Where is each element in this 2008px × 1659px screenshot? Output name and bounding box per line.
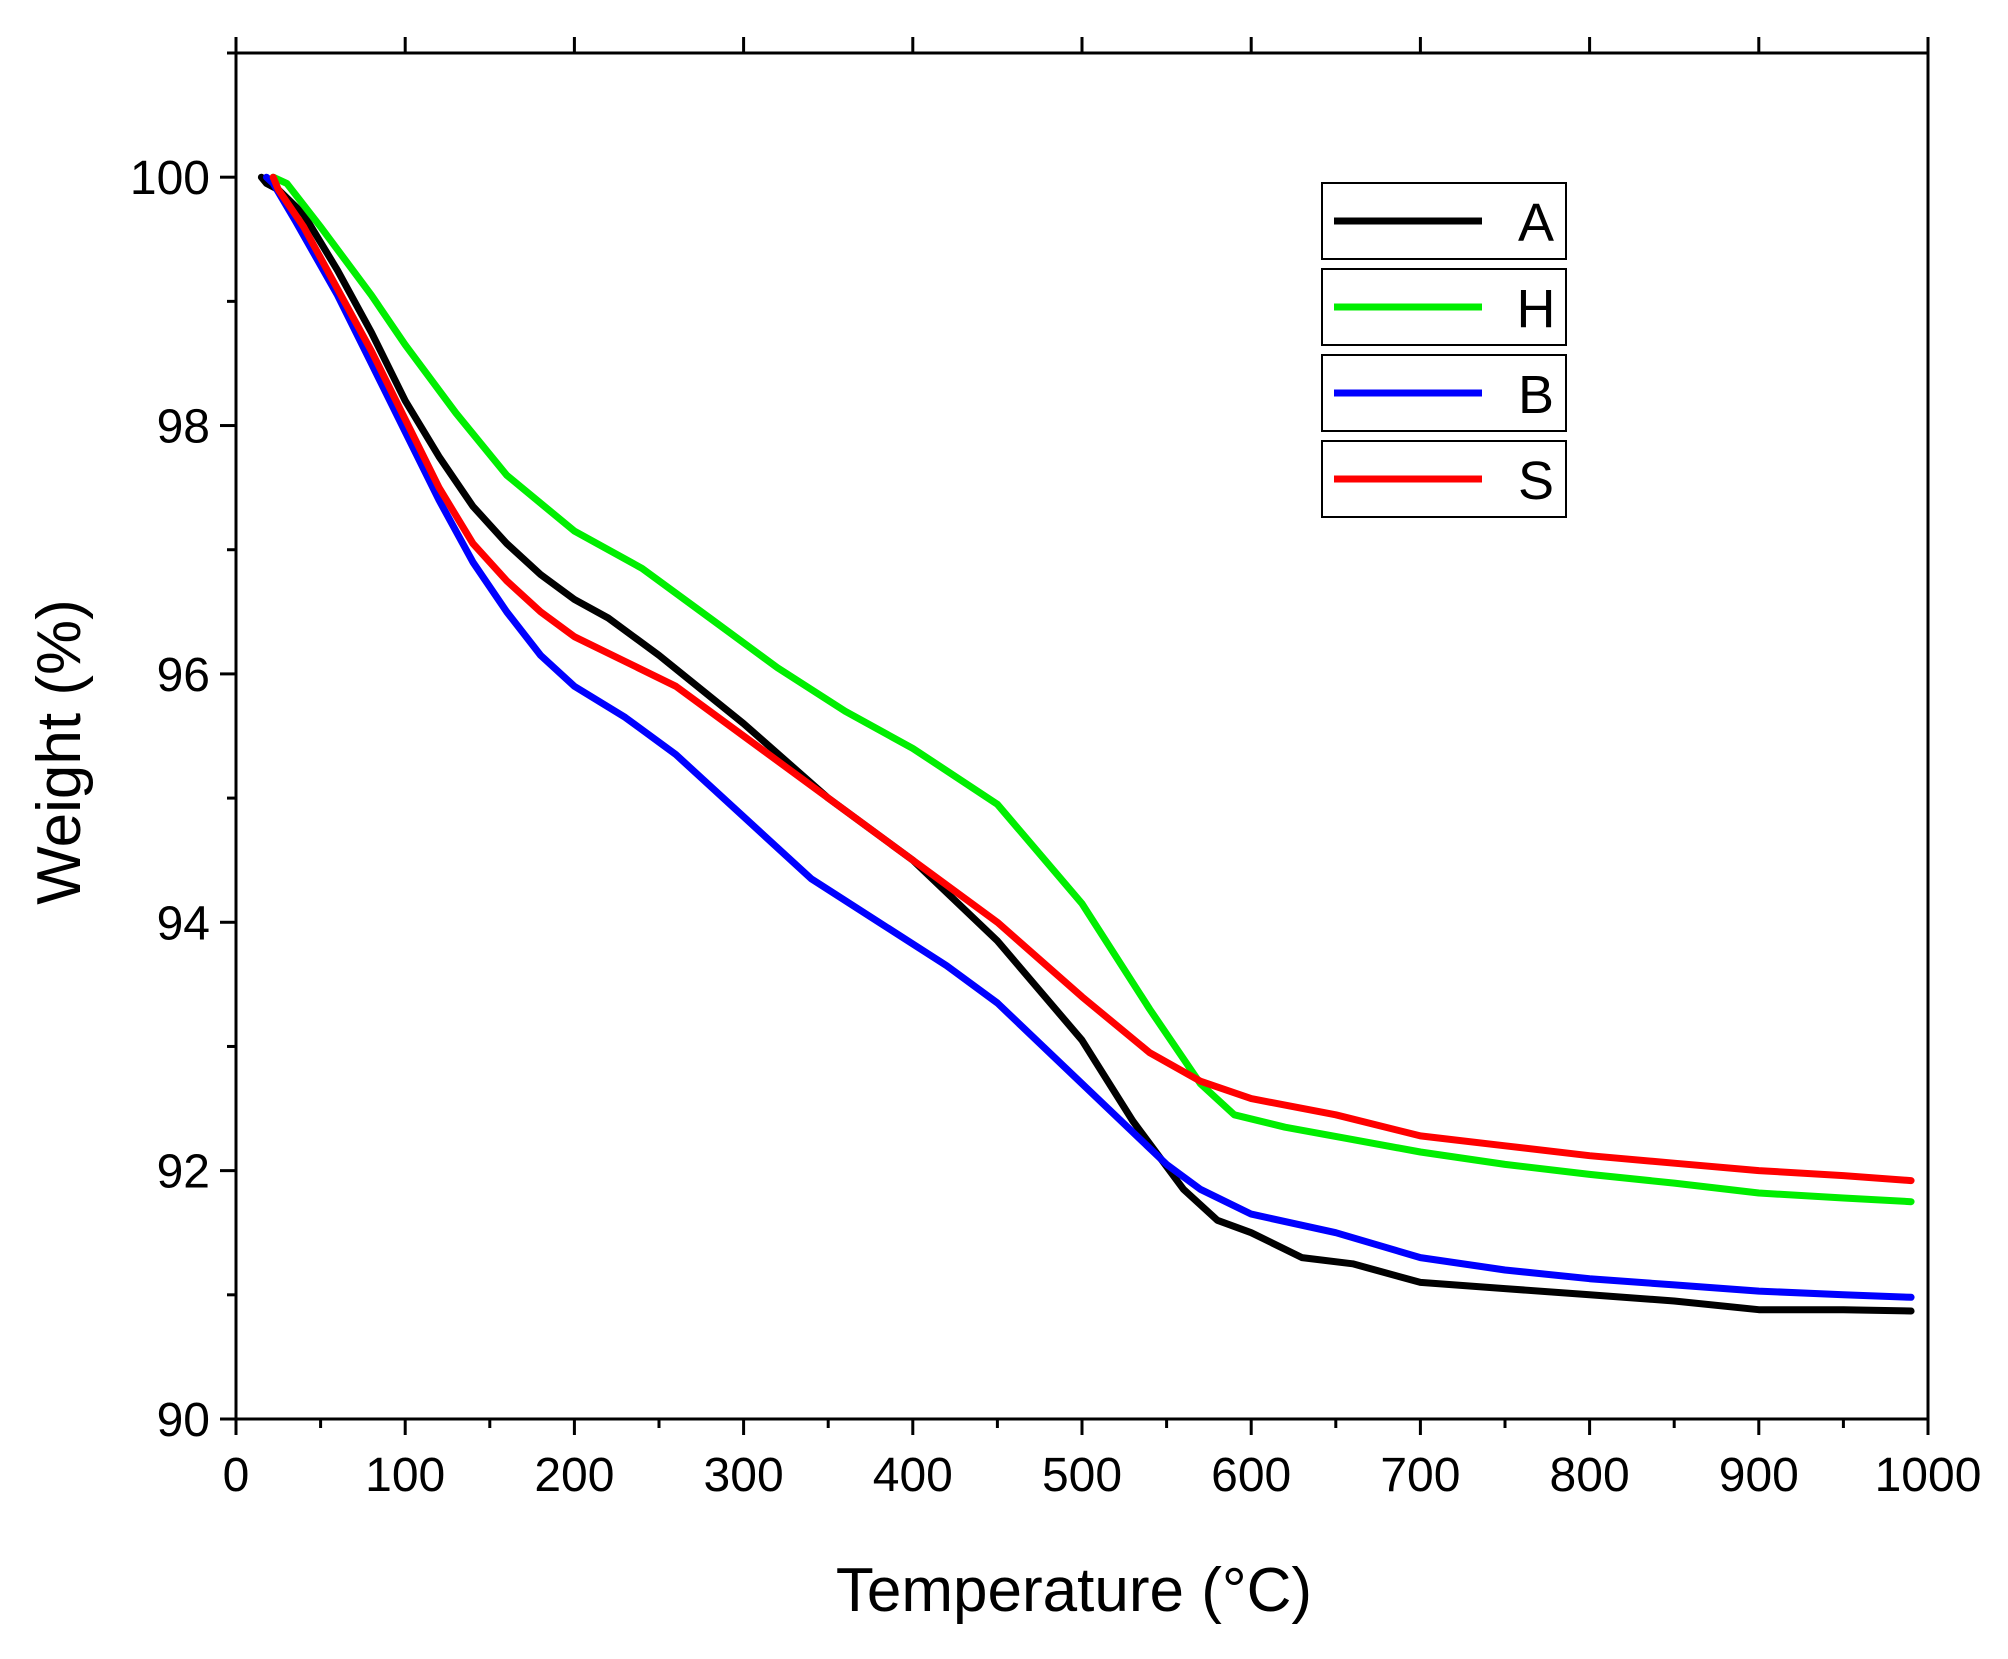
x-tick-label: 500 (1042, 1449, 1122, 1502)
series-line-B (263, 173, 1915, 1301)
series-line-H (269, 173, 1915, 1206)
x-tick-label: 0 (223, 1449, 250, 1502)
x-tick-label: 200 (534, 1449, 614, 1502)
series-lines (257, 173, 1915, 1315)
x-tick-label: 1000 (1875, 1449, 1982, 1502)
y-tick-label: 90 (157, 1394, 210, 1447)
y-tick-label: 98 (157, 401, 210, 454)
y-tick-label: 100 (130, 152, 210, 205)
x-tick-label: 700 (1380, 1449, 1460, 1502)
y-tick-label: 92 (157, 1146, 210, 1199)
x-tick-label: 300 (704, 1449, 784, 1502)
series-line-S (269, 173, 1915, 1185)
x-tick-label: 100 (365, 1449, 445, 1502)
legend-label-S: S (1518, 451, 1554, 511)
y-tick-label: 94 (157, 897, 210, 950)
x-tick-label: 400 (873, 1449, 953, 1502)
y-axis-title: Weight (%) (25, 599, 94, 905)
legend-label-A: A (1518, 193, 1554, 253)
y-tick-label: 96 (157, 649, 210, 702)
x-tick-label: 900 (1719, 1449, 1799, 1502)
axes: 0 100 200 300 400 500 600 700 800 900 1000 90 92 94 96… (130, 37, 1981, 1502)
x-axis-title: Temperature (°C) (836, 1556, 1312, 1625)
x-tick-label: 800 (1550, 1449, 1630, 1502)
legend-label-H: H (1517, 279, 1556, 339)
legend-label-B: B (1518, 365, 1554, 425)
x-tick-label: 600 (1211, 1449, 1291, 1502)
